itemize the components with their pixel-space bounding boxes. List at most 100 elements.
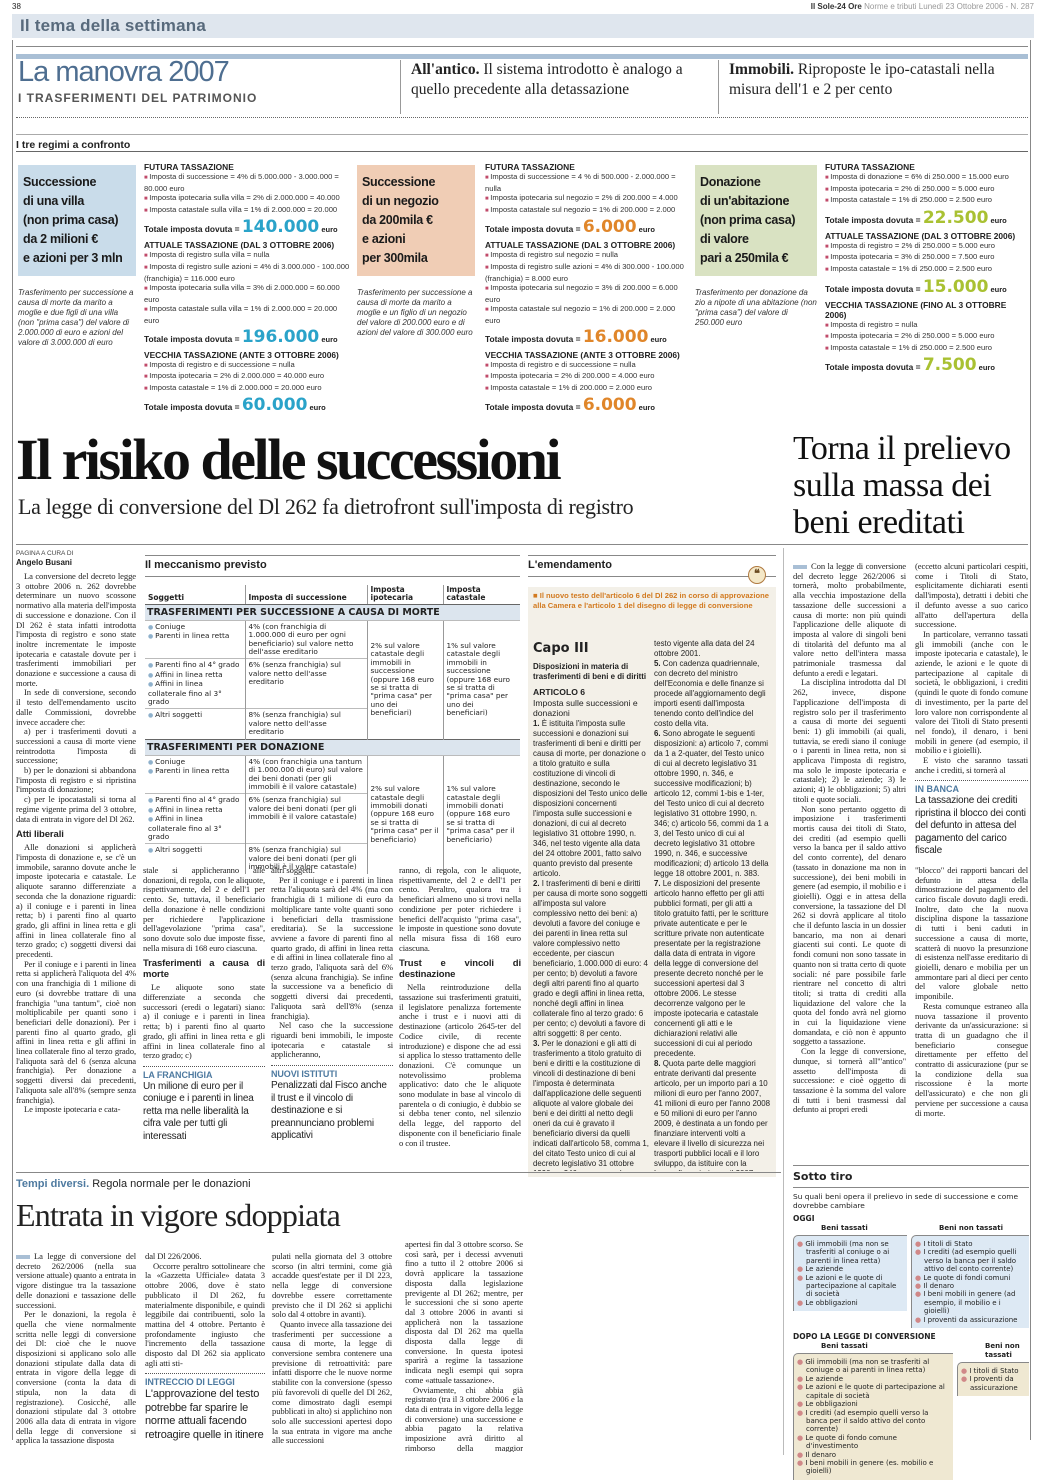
- total-unit: euro: [319, 334, 338, 344]
- list-heading: Beni non tassati: [985, 1342, 1020, 1360]
- imposta-ipotecaria-cell: 2% sul valore catastale degli immobili d…: [366, 754, 443, 874]
- paragraph: La conversione del decreto legge 3 ottob…: [16, 572, 136, 688]
- tax-item: Imposta catastale = 1% di 250.000 = 2.50…: [825, 343, 1025, 355]
- soggetti-cell: Altri soggetti: [145, 708, 245, 740]
- total-label: Totale imposta dovuta =: [144, 224, 242, 235]
- total-line: Totale imposta dovuta = 6.000 euro: [485, 396, 690, 414]
- case-box-line: di valore: [700, 232, 749, 246]
- divider: [16, 134, 1028, 135]
- total-unit: euro: [976, 363, 995, 373]
- list-item: I proventi da assicurazione: [915, 1316, 1026, 1324]
- total-unit: euro: [648, 334, 667, 344]
- section-heading: VECCHIA TASSAZIONE (ANTE 3 OTTOBRE 2006): [144, 349, 339, 360]
- case-sections: FUTURA TASSAZIONEImposta di successione …: [485, 158, 690, 414]
- total-label: Totale imposta dovuta =: [485, 402, 583, 413]
- tax-item: Imposta catastale = 1% di 250.000 = 2.50…: [825, 195, 1025, 207]
- case-box-line: e azioni per 3 mln: [23, 251, 123, 265]
- comparison-title: I tre regimi a confronto: [16, 139, 131, 151]
- tax-item: Imposta ipotecaria = 3% di 250.000 = 7.5…: [825, 252, 1025, 264]
- imposta-successione-cell: 4% (con franchigia una tantum di 1.000.0…: [244, 754, 367, 794]
- case-sections: FUTURA TASSAZIONEImposta di donazione = …: [825, 158, 1025, 374]
- section-heading: ATTUALE TASSAZIONE (DAL 3 OTTOBRE 2006): [485, 240, 676, 251]
- tax-item: Imposta catastale sul negozio = 1% di 20…: [485, 304, 690, 325]
- tax-item: Imposta ipotecaria sul negozio = 2% di 2…: [485, 193, 690, 205]
- case-box-line: di un negozio: [362, 194, 439, 208]
- list-item: Le quote di fondi comuni: [915, 1274, 1026, 1282]
- list-item: Le azioni e le quote di partecipazione a…: [797, 1383, 950, 1400]
- paragraph-text: Con cadenza quadriennale, con decreto de…: [654, 659, 766, 728]
- tax-item: Imposta ipotecaria = 2% di 200.000 = 4.0…: [485, 371, 690, 383]
- soggetto: Parenti fino al 4° grado: [148, 795, 242, 805]
- sidebar-label: IN BANCA: [915, 784, 959, 795]
- paragraph-text: I trasferimenti di beni e diritti per ca…: [533, 878, 648, 1038]
- soggetto: Affini in linea collaterale fino al 3° g…: [148, 814, 242, 841]
- total-value: 6.000: [582, 395, 637, 416]
- emendamento-box: L'emendamento ■ Il nuovo testo dell'arti…: [528, 555, 776, 1177]
- quote-icon: ❝: [748, 566, 766, 584]
- tax-item: Imposta di registro sulle azioni = 4% di…: [144, 262, 354, 283]
- list-heading: Beni tassati: [821, 1224, 868, 1232]
- tax-item: Imposta di donazione = 6% di 250.000 = 1…: [825, 172, 1025, 184]
- paragraph: Ovviamente, chi abbia già registrato (tr…: [405, 1384, 523, 1452]
- paragraph: Le imposte ipotecaria e cata-: [24, 1104, 121, 1115]
- tax-item: Imposta di registro = nulla: [825, 320, 1025, 332]
- byline-label: PAGINA A CURA DI: [16, 550, 74, 557]
- paragraph: Con la legge di conversione del decreto …: [793, 562, 906, 678]
- tax-item: Imposta di registro e di successione = n…: [144, 360, 354, 372]
- column-header: Soggetti: [145, 585, 245, 605]
- section-heading: FUTURA TASSAZIONE: [144, 162, 234, 172]
- total-label: Totale imposta dovuta =: [485, 333, 583, 344]
- author: Angelo Busani: [16, 558, 73, 567]
- paragraph: pulati nella giornata del 3 ottobre scor…: [272, 1252, 392, 1320]
- law-column: Capo III Disposizioni in materia di tras…: [533, 639, 649, 1171]
- list-item: I proventi da assicurazione: [961, 1375, 1026, 1392]
- table-block: Il meccanismo previsto Soggetti Imposta d…: [145, 555, 520, 874]
- case-box-line: di una villa: [23, 194, 84, 208]
- subheading: Trasferimenti a causa di morte: [143, 958, 265, 981]
- paragraph: Nella reintroduzione della tassazione su…: [399, 982, 521, 1148]
- soggetti-cell: Parenti fino al 4° grado Affini in linea …: [145, 793, 245, 844]
- paragraph: Per il coniuge e i parenti in linea rett…: [16, 958, 136, 1105]
- emendamento-body: ■ Il nuovo testo dell'articolo 6 del Dl …: [528, 587, 776, 1177]
- soggetto: Coniuge: [148, 622, 242, 632]
- divider: [16, 151, 1028, 152]
- article-column: pulati nella giornata del 3 ottobre scor…: [272, 1252, 392, 1452]
- total-line: Totale imposta dovuta = 22.500 euro: [825, 209, 1025, 227]
- total-line: Totale imposta dovuta = 16.000 euro: [485, 328, 690, 346]
- list-item: Le aziende: [797, 1375, 950, 1383]
- list-item: I beni mobili in genere (es. mobilio e g…: [797, 1459, 950, 1476]
- list-heading: Beni tassati: [821, 1342, 868, 1351]
- total-unit: euro: [636, 403, 655, 413]
- paragraph: Le aliquote sono state differenziate a s…: [143, 982, 265, 1061]
- case-box-line: di un'abitazione: [700, 194, 790, 208]
- case-box-line: Donazione: [700, 175, 761, 189]
- list-item: Gli immobili (ma non se trasferiti al co…: [797, 1358, 950, 1375]
- non-tassati-group: Beni non tassati I titoli di StatoI credi…: [911, 1223, 1029, 1329]
- article-column: altri soggetti. Per il coniuge e i parent…: [271, 866, 393, 1164]
- list-item: I titoli di Stato: [961, 1367, 1026, 1375]
- paragraph: "blocco" dei rapporti bancari del defunt…: [915, 865, 1028, 1002]
- total-line: Totale imposta dovuta = 140.000 euro: [144, 218, 354, 236]
- paragraph-number: 8.: [654, 1059, 661, 1068]
- tassati-group: Beni tassati Gli immobili (ma non se tras…: [793, 1223, 907, 1328]
- soggetto: Altri soggetti: [148, 845, 242, 855]
- imposta-successione-cell: 4% (con franchigia di 1.000.000 di euro …: [244, 619, 367, 659]
- paragraph-text: Per le donazioni e gli atti di trasferim…: [533, 1038, 649, 1172]
- deck-lead: All'antico.: [411, 61, 480, 78]
- tax-item: Imposta catastale = 1% di 200.000 = 2.00…: [485, 383, 690, 395]
- list-item: Le azioni e le quote di partecipazione a…: [797, 1274, 904, 1299]
- total-value: 7.500: [922, 355, 977, 376]
- list-item: Le obbligazioni: [797, 1299, 904, 1307]
- case-box: Donazione di un'abitazione (non prima casa…: [695, 165, 817, 276]
- divider: [16, 46, 1028, 47]
- paragraph: Con la legge di conversione, dunque, si …: [793, 1046, 906, 1115]
- paragraph-number: 2.: [533, 878, 540, 888]
- issue-date: Lunedì 23 Ottobre 2006 - N. 287: [918, 2, 1034, 11]
- article-column: apertesi fin dal 3 ottobre scorso. Se co…: [405, 1240, 523, 1452]
- case-sections: FUTURA TASSAZIONEImposta di successione …: [144, 158, 354, 414]
- article-text: "blocco" dei rapporti bancari del defunt…: [915, 866, 1028, 1118]
- law-paragraph: 2. I trasferimenti di beni e diritti per…: [533, 879, 649, 1039]
- total-unit: euro: [988, 284, 1007, 294]
